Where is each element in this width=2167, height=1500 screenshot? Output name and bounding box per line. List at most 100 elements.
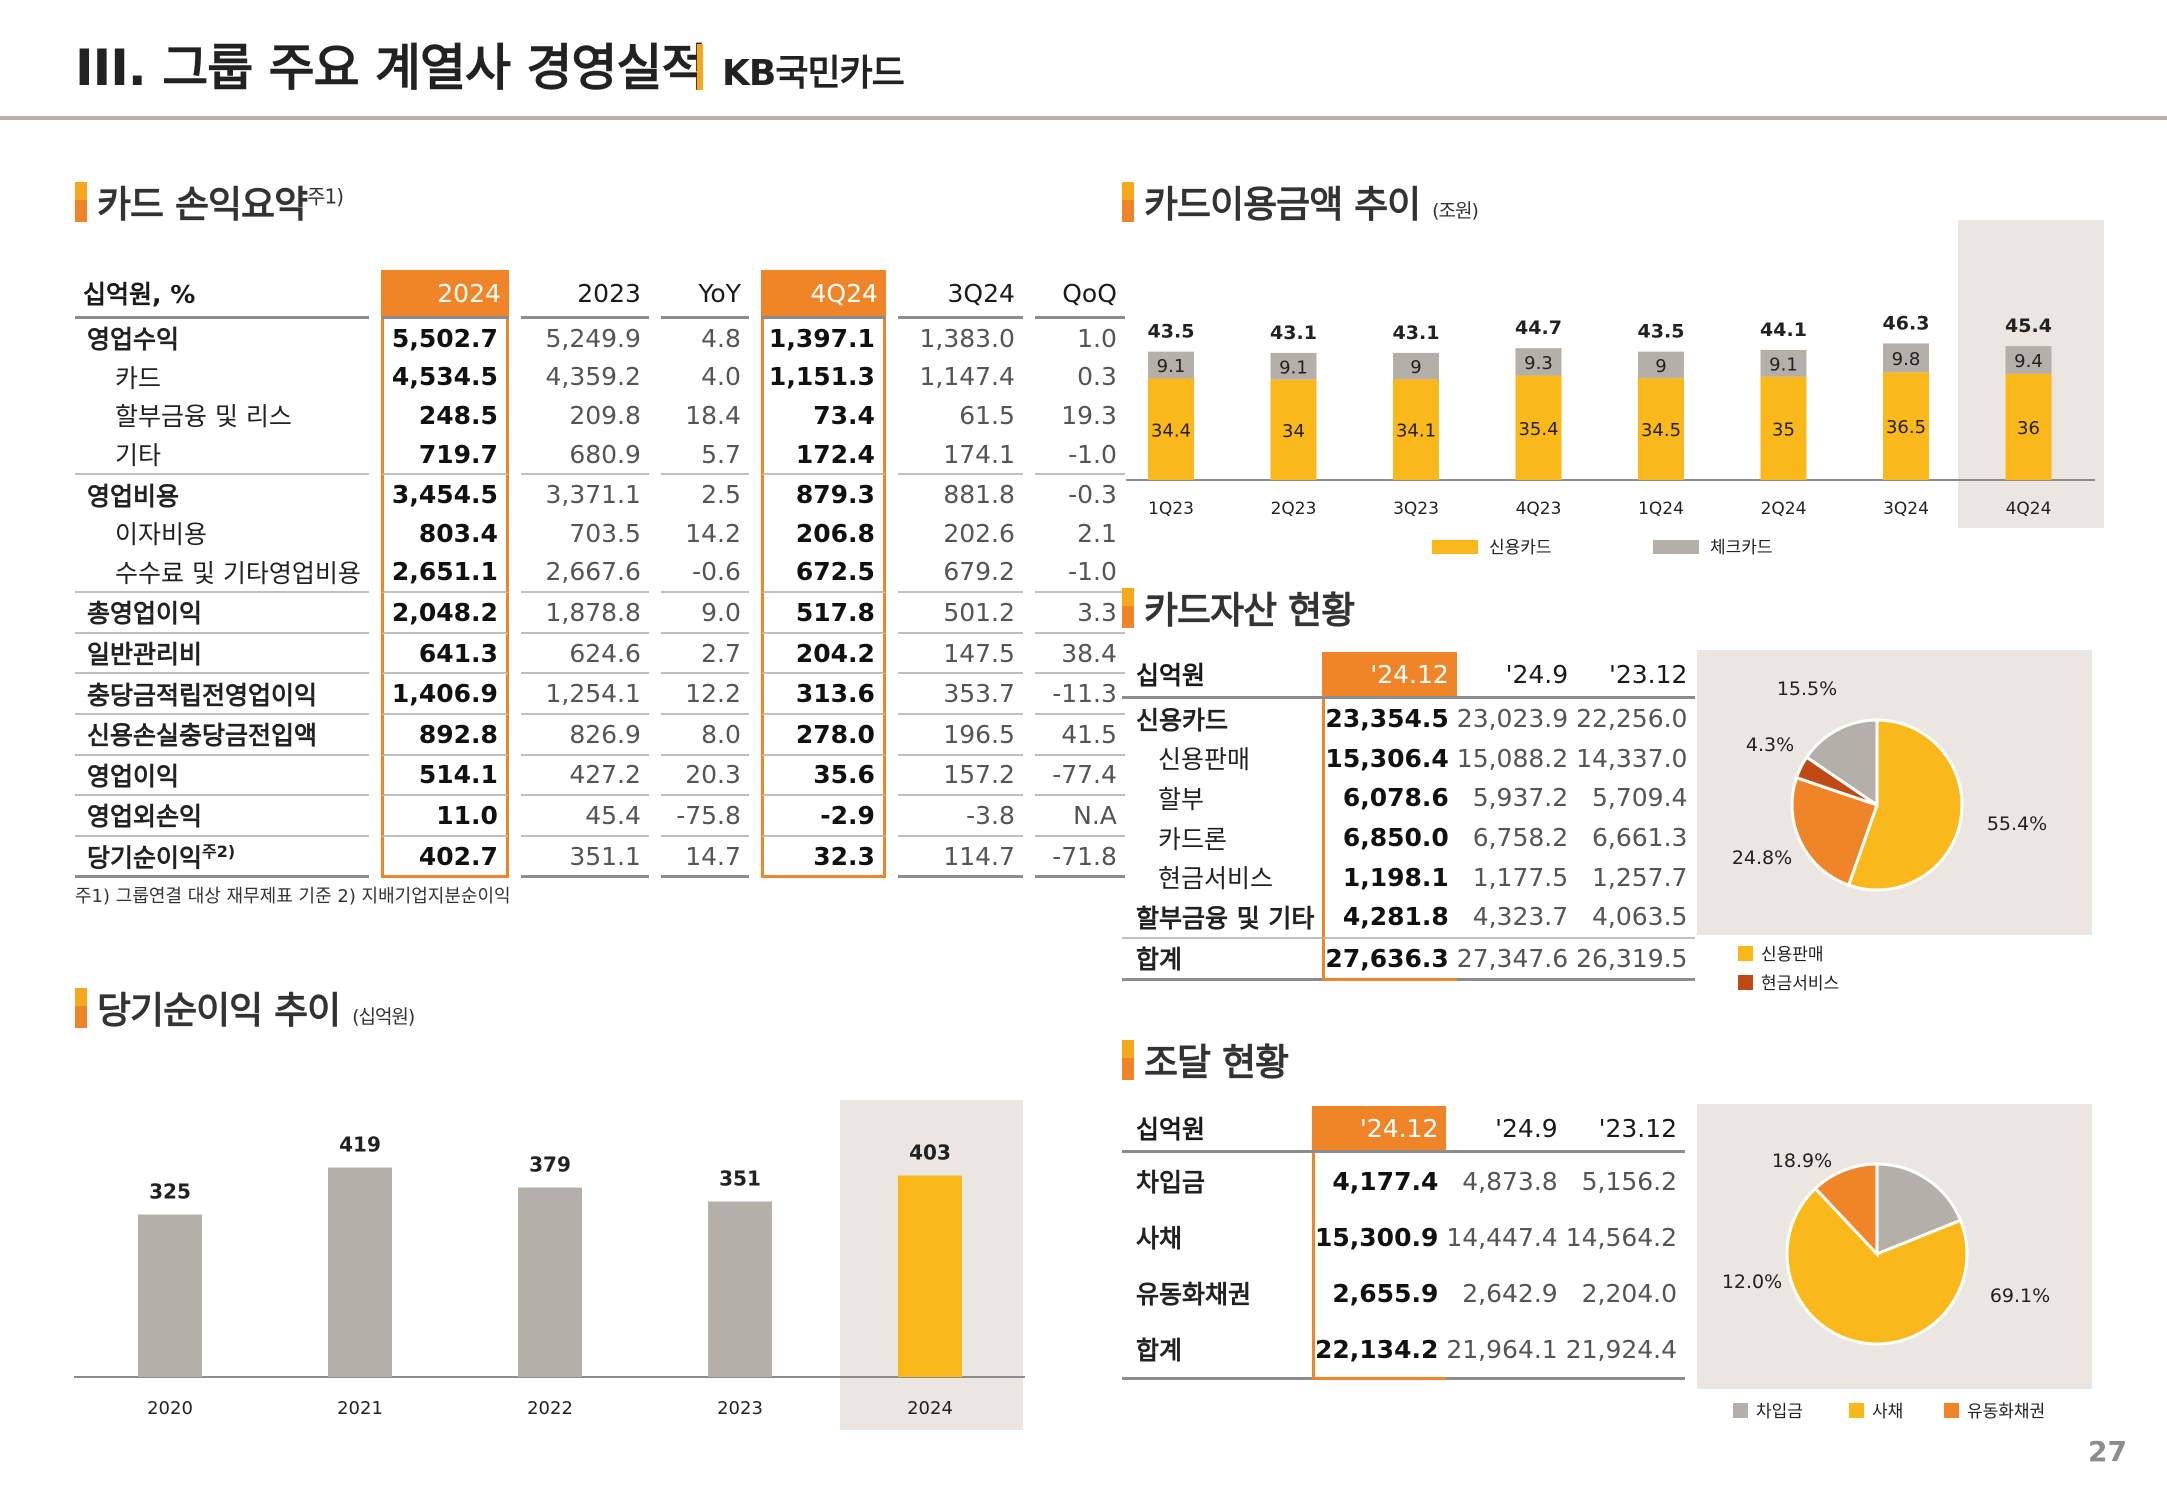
table-row: 영업수익 5,502.7 5,249.9 4.8 1,397.1 1,383.0 1.0 (75, 319, 1125, 358)
legend-swatch (1432, 540, 1478, 554)
table-cell: 22,256.0 (1576, 704, 1688, 734)
legend-label: 체크카드 (1710, 538, 1773, 558)
table-cell: 2,651.1 (380, 552, 509, 594)
row-label: 할부금융 및 기타 (1122, 897, 1323, 939)
table-cell: 641.3 (380, 633, 509, 675)
pl-col-header: 2023 (520, 270, 649, 319)
table-cell: 14,337.0 (1576, 743, 1688, 773)
net-income-chart: 325 2020 419 2021 379 2022 351 2023 403 2024 (74, 1100, 1025, 1430)
pie-slice (1790, 775, 1879, 888)
bar-value-label: 9.3 (1524, 353, 1553, 374)
legend-label: 현금서비스 (1761, 974, 1839, 994)
table-row: 신용손실충당금전입액 892.8 826.9 8.0 278.0 196.5 41.5 (75, 714, 1125, 756)
slice-label: 15.5% (1777, 678, 1837, 700)
table-cell: 1,257.7 (1592, 862, 1688, 892)
table-row: 기타 719.7 680.9 5.7 172.4 174.1 -1.0 (75, 434, 1125, 476)
usage-section-title: 카드이용금액 추이 (조원) (1144, 183, 1479, 226)
card-assets-pie-chart: 55.4%24.8%4.3%15.5%신용판매카드론현금서비스할부금융 및 기타 (1697, 650, 2092, 994)
row-label-text: 총영업이익 (87, 599, 203, 629)
row-label-text: 이자비용 (115, 520, 208, 550)
table-cell: 41.5 (1034, 715, 1125, 756)
table-row: 합계 22,134.2 21,964.1 21,924.4 (1122, 1321, 1686, 1380)
row-label-text: 충당금적립전영업이익 (87, 680, 318, 710)
total-label: 43.5 (1148, 321, 1195, 343)
table-cell: 204.2 (760, 633, 886, 675)
bar-credit (1760, 376, 1807, 480)
row-label: 차입금 (1136, 1168, 1206, 1197)
total-label: 43.1 (1270, 322, 1317, 344)
table-cell: 1,254.1 (520, 674, 649, 715)
table-cell: 14.7 (660, 837, 749, 879)
table-cell: 32.3 (760, 836, 886, 879)
bar-value-label: 35.4 (1518, 419, 1558, 440)
bar-credit (2005, 373, 2052, 480)
row-label: 일반관리비 (75, 634, 369, 675)
table-cell: 1,406.9 (380, 674, 509, 715)
table-cell: 157.2 (897, 756, 1023, 797)
table-cell: 2.5 (701, 480, 741, 510)
table-cell: 12.2 (660, 674, 749, 715)
table-cell: 517.8 (760, 593, 886, 634)
table-row: 신용카드 23,354.5 23,023.9 22,256.0 (1122, 699, 1695, 739)
table-cell: 14,564.2 (1565, 1222, 1678, 1252)
page-subtitle: KB국민카드 (722, 53, 905, 94)
x-tick-label: 4Q23 (1516, 499, 1562, 519)
table-cell: 21,924.4 (1565, 1321, 1686, 1380)
row-label-text: 일반관리비 (87, 640, 203, 670)
funding-col-header: '24.9 (1446, 1106, 1566, 1153)
table-cell: 73.4 (760, 396, 886, 435)
slice-label: 4.3% (1746, 734, 1794, 756)
bar-credit (1393, 379, 1439, 480)
row-label: 신용판매 (1158, 745, 1251, 775)
row-label: 영업이익 (75, 756, 369, 797)
total-label: 43.5 (1638, 321, 1685, 343)
x-tick-label: 4Q24 (2006, 499, 2052, 519)
pie-slice (1875, 1162, 1963, 1257)
table-cell: 4.8 (701, 323, 741, 353)
table-cell: 703.5 (569, 518, 641, 548)
table-cell: 4,323.7 (1456, 897, 1577, 939)
bar-check (2005, 346, 2052, 374)
table-cell: 1,151.3 (760, 357, 886, 397)
header-rule (0, 116, 2167, 120)
table-cell: 18.4 (685, 400, 741, 430)
table-cell: 27,636.3 (1322, 938, 1457, 982)
row-label: 기타 (75, 435, 369, 476)
table-row: 신용판매 15,306.4 15,088.2 14,337.0 (1122, 738, 1695, 779)
page-title: III. 그룹 주요 계열사 경영실적 (75, 39, 707, 97)
assets-col-header: '23.12 (1576, 652, 1696, 699)
bar-value-label: 34.5 (1641, 420, 1681, 441)
row-label-text: 영업외손익 (87, 802, 203, 832)
table-cell: 45.4 (520, 796, 649, 837)
table-row: 차입금 4,177.4 4,873.8 5,156.2 (1122, 1153, 1685, 1209)
table-cell: 1,878.8 (520, 593, 649, 634)
table-cell: 3,371.1 (545, 480, 641, 510)
table-cell: -3.8 (897, 796, 1023, 837)
section-marker (1122, 588, 1134, 628)
table-cell: -2.9 (760, 796, 886, 837)
total-label: 44.7 (1515, 317, 1562, 339)
table-cell: 2,642.9 (1462, 1278, 1558, 1308)
bar-value-label: 379 (529, 1153, 571, 1177)
slice-label: 18.9% (1772, 1150, 1832, 1172)
table-cell: 38.4 (1034, 634, 1125, 675)
bar-value-label: 325 (149, 1180, 191, 1204)
row-label: 합계 (1122, 1321, 1312, 1380)
table-cell: 23,023.9 (1456, 704, 1569, 734)
table-cell: 624.6 (520, 634, 649, 675)
table-cell: 427.2 (520, 756, 649, 797)
table-cell: -1.0 (1034, 553, 1125, 594)
table-cell: 114.7 (897, 837, 1023, 879)
row-label: 신용카드 (1136, 705, 1229, 735)
table-cell: 5.7 (660, 435, 749, 476)
pl-header-row: 십억원, % 2024 2023 YoY 4Q24 3Q24 QoQ (75, 270, 1125, 319)
section-marker (1122, 182, 1134, 222)
x-tick-label: 2024 (907, 1398, 953, 1419)
assets-header-row: 십억원 '24.12 '24.9 '23.12 (1122, 652, 1696, 699)
legend-swatch (1849, 1403, 1864, 1418)
bar-check (1515, 348, 1562, 376)
section-marker (1122, 1040, 1134, 1080)
table-cell: 4,359.2 (545, 362, 641, 392)
table-cell: 501.2 (897, 593, 1023, 634)
table-cell: -11.3 (1034, 674, 1125, 715)
